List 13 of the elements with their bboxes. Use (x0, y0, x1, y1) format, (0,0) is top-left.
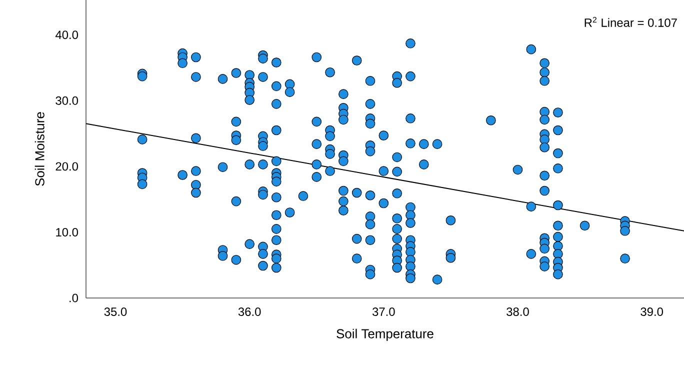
x-tick-label: 37.0 (372, 308, 395, 316)
y-tick-label: 30.0 (56, 96, 78, 105)
y-tick-label: .0 (70, 294, 78, 302)
x-tick-label: 39.0 (640, 308, 663, 316)
y-tick-label: 20.0 (56, 162, 78, 171)
y-tick-label: 10.0 (56, 228, 78, 236)
annotation: R$^{2}$ Linear = 0.107 (584, 16, 677, 27)
y-axis-title: Soil Moisture (34, 112, 44, 186)
x-tick-label: 35.0 (104, 308, 127, 316)
x-axis-title: Soil Temperature (336, 328, 434, 341)
x-tick-label: 36.0 (238, 308, 261, 316)
y-tick-label: 40.0 (55, 30, 78, 40)
x-tick-label: 38.0 (506, 308, 529, 316)
